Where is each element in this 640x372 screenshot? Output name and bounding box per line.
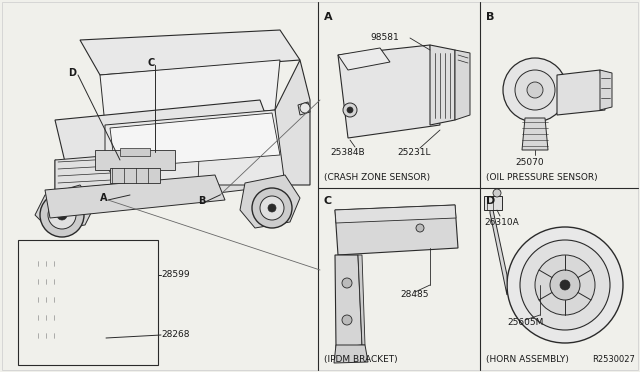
Ellipse shape: [97, 332, 115, 344]
Text: 25231L: 25231L: [397, 148, 431, 157]
Circle shape: [560, 280, 570, 290]
Text: B: B: [198, 196, 205, 206]
Text: C: C: [148, 58, 156, 68]
Circle shape: [260, 196, 284, 220]
Text: 25605M: 25605M: [507, 318, 543, 327]
Polygon shape: [105, 110, 285, 185]
Bar: [110, 168, 160, 183]
Text: 25384B: 25384B: [330, 148, 365, 157]
Text: 28268: 28268: [161, 330, 189, 339]
Text: 26310A: 26310A: [484, 218, 519, 227]
Circle shape: [535, 255, 595, 315]
Polygon shape: [522, 118, 548, 150]
Text: R2530027: R2530027: [592, 355, 635, 364]
Text: 25070: 25070: [516, 158, 544, 167]
Polygon shape: [335, 205, 456, 223]
Polygon shape: [45, 175, 225, 218]
Text: 28485: 28485: [400, 290, 429, 299]
Circle shape: [507, 227, 623, 343]
FancyBboxPatch shape: [30, 254, 89, 272]
Text: (CRASH ZONE SENSOR): (CRASH ZONE SENSOR): [324, 173, 430, 182]
Polygon shape: [100, 60, 280, 125]
Polygon shape: [338, 45, 440, 138]
Polygon shape: [430, 45, 455, 125]
Text: (OIL PRESSURE SENSOR): (OIL PRESSURE SENSOR): [486, 173, 598, 182]
Circle shape: [550, 270, 580, 300]
Text: (IPDM BRACKET): (IPDM BRACKET): [324, 355, 397, 364]
Circle shape: [503, 58, 567, 122]
Polygon shape: [110, 113, 280, 168]
Polygon shape: [240, 175, 300, 228]
Polygon shape: [275, 60, 310, 185]
Text: A: A: [100, 193, 108, 203]
Circle shape: [40, 193, 84, 237]
Circle shape: [342, 315, 352, 325]
Polygon shape: [298, 102, 310, 115]
Text: C: C: [324, 196, 332, 206]
Circle shape: [300, 103, 310, 113]
Polygon shape: [335, 205, 458, 255]
Polygon shape: [335, 255, 362, 348]
Polygon shape: [334, 345, 368, 363]
Text: 98581: 98581: [371, 33, 399, 42]
Circle shape: [342, 278, 352, 288]
Bar: [484, 196, 502, 210]
Circle shape: [527, 82, 543, 98]
FancyBboxPatch shape: [20, 242, 122, 361]
FancyBboxPatch shape: [30, 290, 89, 308]
FancyBboxPatch shape: [30, 308, 89, 326]
Polygon shape: [338, 48, 390, 70]
Polygon shape: [600, 70, 612, 110]
Bar: [120, 148, 150, 156]
FancyBboxPatch shape: [30, 272, 89, 290]
Circle shape: [520, 240, 610, 330]
Polygon shape: [55, 148, 210, 190]
FancyBboxPatch shape: [30, 326, 89, 344]
Circle shape: [268, 204, 276, 212]
Circle shape: [343, 103, 357, 117]
Polygon shape: [65, 140, 285, 210]
Polygon shape: [80, 30, 300, 75]
Circle shape: [347, 107, 353, 113]
Circle shape: [48, 201, 76, 229]
Text: D: D: [68, 68, 76, 78]
Circle shape: [252, 188, 292, 228]
Bar: [18, 240, 158, 365]
Polygon shape: [55, 100, 275, 162]
Polygon shape: [358, 255, 365, 345]
Circle shape: [57, 210, 67, 220]
Circle shape: [493, 189, 501, 197]
Polygon shape: [35, 185, 95, 230]
Polygon shape: [455, 50, 470, 120]
Circle shape: [416, 224, 424, 232]
Circle shape: [515, 70, 555, 110]
Text: 28599: 28599: [161, 270, 189, 279]
Text: D: D: [486, 196, 495, 206]
Polygon shape: [490, 196, 507, 295]
Text: (HORN ASSEMBLY): (HORN ASSEMBLY): [486, 355, 569, 364]
Bar: [95, 150, 175, 170]
Polygon shape: [557, 70, 605, 115]
Text: A: A: [324, 12, 333, 22]
Polygon shape: [55, 160, 75, 210]
Text: B: B: [486, 12, 494, 22]
